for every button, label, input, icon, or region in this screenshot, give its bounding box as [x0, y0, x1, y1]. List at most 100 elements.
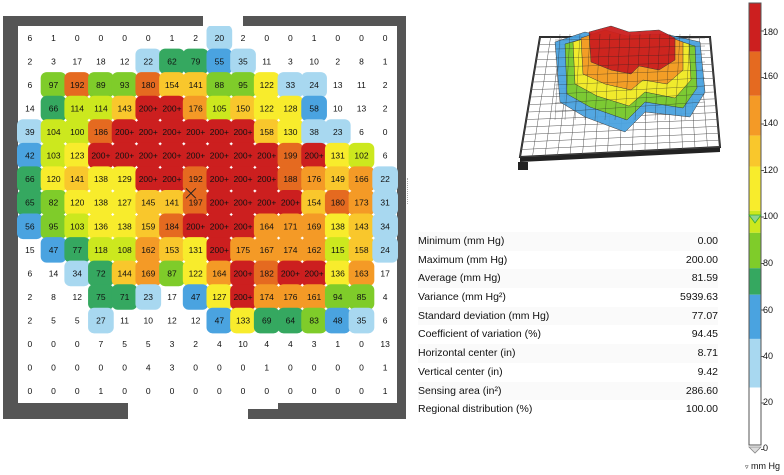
legend-color-band [749, 135, 761, 167]
stat-value: 94.45 [691, 328, 718, 341]
pressure-cell [40, 95, 67, 122]
pressure-cell [17, 142, 43, 169]
pressure-value: 0 [383, 127, 388, 137]
pressure-value: 141 [165, 198, 179, 208]
pressure-value: 158 [354, 245, 368, 255]
pressure-value: 0 [288, 363, 293, 373]
pressure-value: 0 [27, 339, 32, 349]
pressure-value: 85 [357, 292, 367, 302]
pressure-value: 200+ [281, 198, 300, 208]
legend-border [748, 2, 762, 446]
pressure-value: 10 [333, 103, 343, 113]
pressure-value: 75 [96, 292, 106, 302]
pressure-cell [182, 213, 209, 240]
pressure-value: 145 [141, 198, 155, 208]
pressure-value: 200+ [210, 198, 229, 208]
legend-min-handle[interactable] [748, 446, 762, 454]
pressure-cell [253, 189, 280, 216]
pressure-value: 200+ [233, 151, 252, 161]
pressure-value: 167 [260, 245, 274, 255]
stat-label: Variance (mm Hg²) [418, 291, 506, 304]
pressure-value: 0 [359, 363, 364, 373]
pressure-value: 97 [49, 80, 59, 90]
pressure-value: 56 [25, 221, 35, 231]
stat-row-maximum: Maximum (mm Hg) 200.00 [418, 251, 718, 270]
pressure-value: 34 [380, 221, 390, 231]
surface-3d-view[interactable] [515, 22, 725, 172]
pressure-value: 12 [72, 292, 82, 302]
pressure-value: 197 [189, 198, 203, 208]
pressure-cell [135, 72, 162, 98]
pressure-cell [135, 119, 162, 145]
pressure-value: 200+ [162, 103, 181, 113]
pressure-value: 0 [264, 33, 269, 43]
pressure-value: 173 [354, 198, 368, 208]
pressure-value: 138 [331, 221, 345, 231]
pressure-value: 4 [383, 292, 388, 302]
pressure-cell [206, 189, 233, 216]
legend-tick: 120 [763, 165, 779, 175]
pressure-value: 176 [283, 292, 297, 302]
color-scale-bar[interactable] [748, 2, 774, 454]
pressure-cell [301, 189, 327, 216]
pressure-cell [324, 189, 351, 216]
panel-splitter[interactable] [407, 178, 411, 204]
pressure-value: 180 [331, 198, 345, 208]
pressure-value: 5 [75, 316, 80, 326]
legend-tick: 160 [763, 71, 779, 81]
pressure-value: 136 [331, 268, 345, 278]
stat-value: 200.00 [685, 253, 718, 266]
pressure-cell [301, 213, 327, 240]
pressure-value: 169 [141, 268, 155, 278]
pressure-cell [301, 119, 327, 145]
pressure-cell [277, 95, 304, 122]
pressure-value: 4 [264, 339, 269, 349]
pressure-cell [324, 284, 351, 310]
pressure-value: 200+ [210, 127, 229, 137]
pressure-value: 24 [380, 245, 390, 255]
pressure-value: 20 [215, 33, 225, 43]
pressure-cell [348, 237, 375, 263]
pressure-cell [40, 213, 67, 240]
pressure-map[interactable]: 6 1 0 0 0 0 1 2 20 2 0 0 1 0 0 0 2 3 17 18 12 22 62 79 55 35 11 3 10… [3, 16, 406, 419]
pressure-cell [182, 95, 209, 122]
pressure-cell [182, 284, 209, 310]
pressure-cell [277, 189, 304, 216]
legend-threshold-handle[interactable] [748, 214, 762, 224]
pressure-value: 171 [283, 221, 297, 231]
pressure-value: 0 [99, 363, 104, 373]
pressure-cell [64, 142, 91, 169]
pressure-value: 27 [96, 316, 106, 326]
pressure-value: 0 [99, 33, 104, 43]
pressure-cell [88, 166, 114, 192]
pressure-cell [111, 95, 138, 122]
pressure-cell [253, 95, 280, 122]
down-triangle-icon: ▿ [745, 464, 749, 471]
stat-row-coefficient-of-variation: Coefficient of variation (%) 94.45 [418, 325, 718, 344]
pressure-cell [253, 260, 280, 287]
pressure-map-canvas[interactable]: 6 1 0 0 0 0 1 2 20 2 0 0 1 0 0 02 3 17 18 12 22 62 79 55 35 11 3 10… [3, 16, 406, 419]
legend-color-band [749, 294, 761, 339]
pressure-value: 150 [236, 103, 250, 113]
pressure-value: 3 [288, 56, 293, 66]
pressure-cell [253, 213, 280, 240]
pressure-cell [206, 307, 233, 334]
pressure-value: 6 [383, 316, 388, 326]
pressure-cell [372, 189, 398, 216]
pressure-value: 3 [170, 339, 175, 349]
pressure-value: 200+ [233, 221, 252, 231]
pressure-value: 115 [331, 245, 345, 255]
pressure-value: 0 [264, 386, 269, 396]
pressure-value: 0 [335, 33, 340, 43]
pressure-cell [159, 48, 185, 75]
stat-row-regional-distribution: Regional distribution (%) 100.00 [418, 400, 718, 419]
pressure-cell [182, 237, 209, 263]
pressure-value: 200+ [139, 174, 158, 184]
pressure-value: 1 [335, 339, 340, 349]
pressure-cell [40, 142, 67, 169]
pressure-cell [88, 307, 114, 334]
pressure-cell [135, 284, 162, 310]
pressure-cell [253, 166, 280, 192]
pressure-value: 2 [27, 292, 32, 302]
pressure-value: 103 [46, 151, 60, 161]
